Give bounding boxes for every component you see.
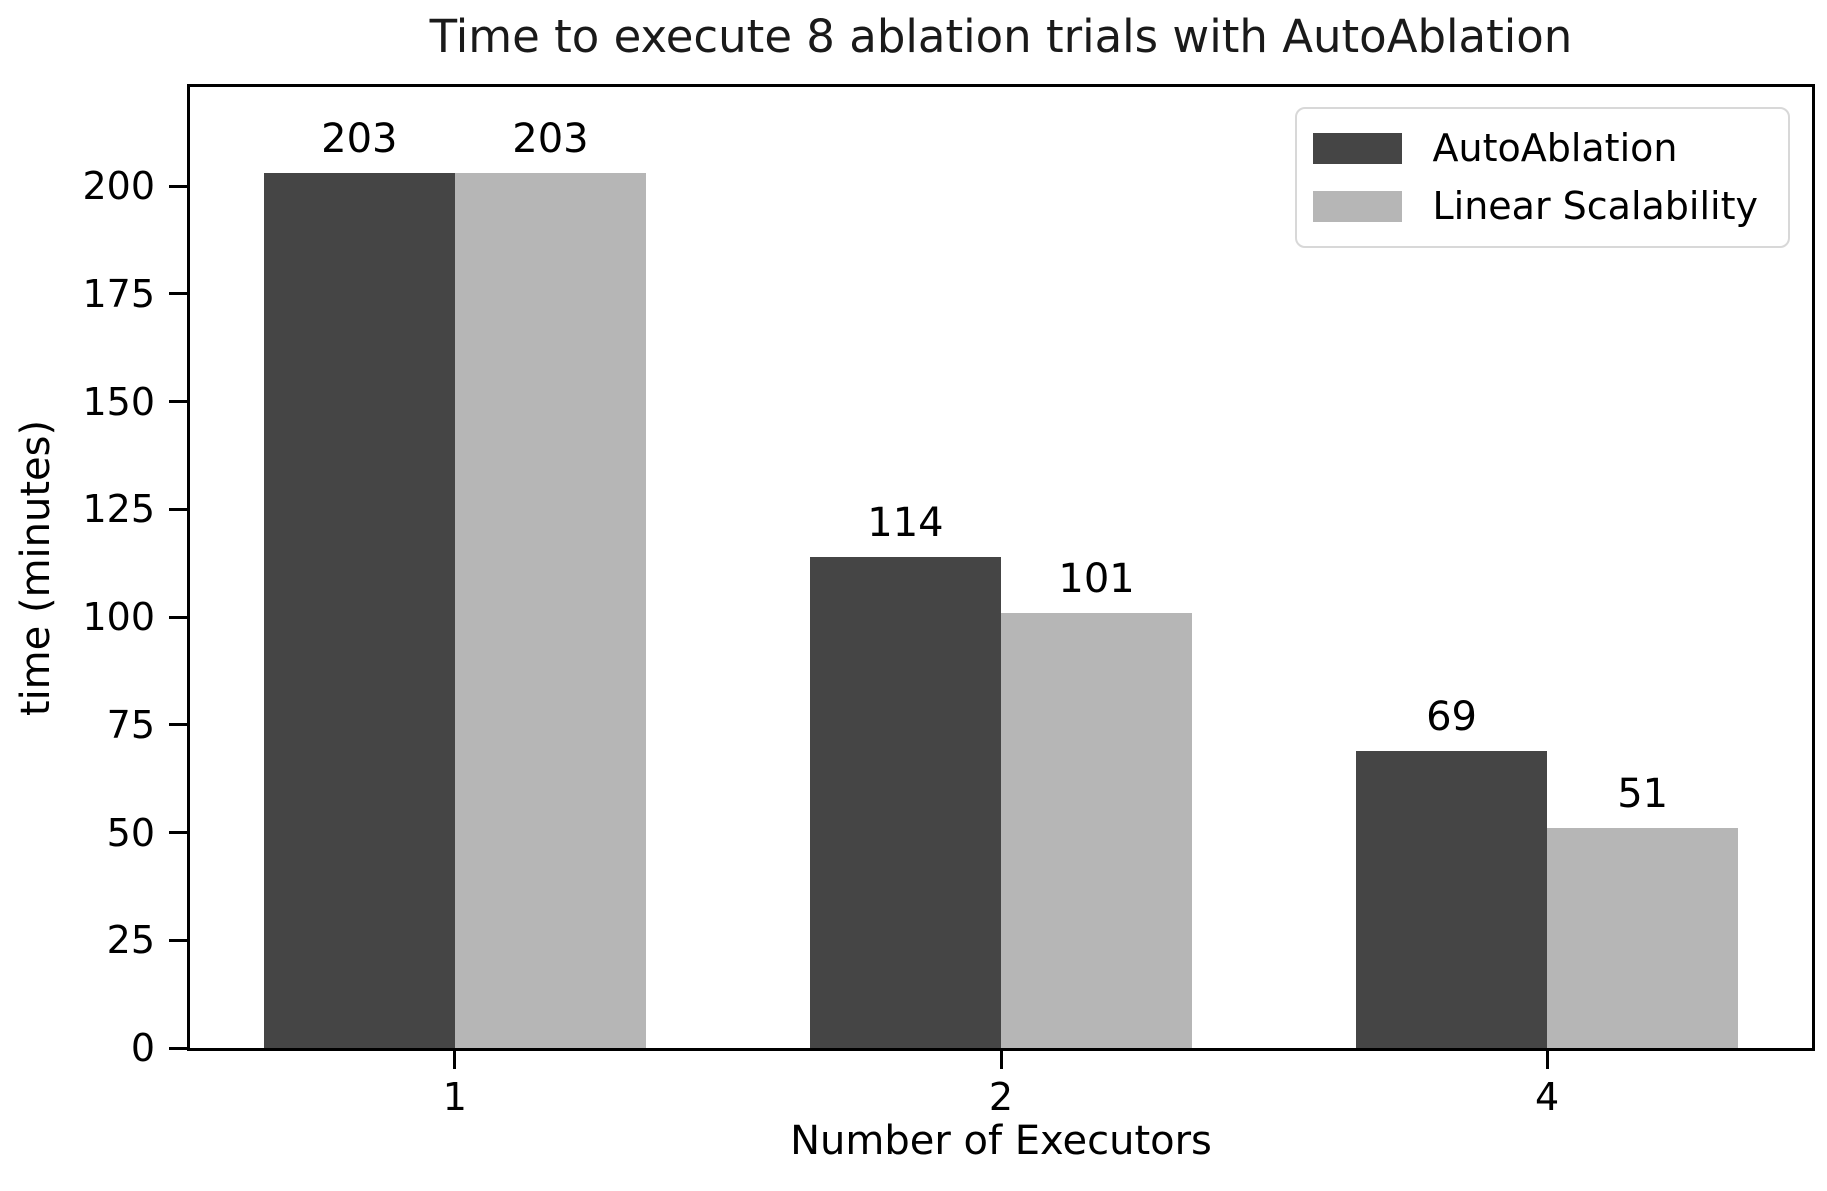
bar-linear-scalability-1 — [454, 173, 646, 1048]
legend-swatch-autoablation — [1313, 133, 1403, 165]
y-tick-mark — [169, 184, 187, 188]
y-tick-label: 25 — [106, 918, 155, 963]
x-tick-mark — [999, 1051, 1003, 1069]
x-axis-label: Number of Executors — [790, 1118, 1212, 1164]
y-tick-mark — [169, 507, 187, 511]
legend: AutoAblation Linear Scalability — [1295, 107, 1790, 249]
x-tick-label: 4 — [1535, 1075, 1560, 1119]
legend-label: AutoAblation — [1432, 126, 1678, 170]
chart-title: Time to execute 8 ablation trials with A… — [429, 10, 1573, 63]
y-axis-label: time (minutes) — [13, 419, 59, 717]
bar-value-label-linear-scalability-1: 203 — [512, 116, 589, 163]
y-tick-mark — [169, 400, 187, 404]
y-tick-label: 200 — [82, 164, 155, 209]
bar-value-label-autoablation-4: 69 — [1426, 693, 1477, 740]
bar-autoablation-4 — [1355, 750, 1548, 1048]
x-tick-mark — [453, 1051, 457, 1069]
y-tick-mark — [169, 615, 187, 619]
y-tick-label: 75 — [106, 702, 155, 747]
y-tick-mark — [169, 1046, 187, 1050]
x-tick-label: 2 — [988, 1075, 1014, 1119]
y-tick-label: 175 — [82, 271, 155, 316]
y-tick-mark — [169, 831, 187, 835]
legend-item-linear-scalability: Linear Scalability — [1313, 183, 1758, 229]
legend-label: Linear Scalability — [1432, 183, 1758, 228]
legend-item-autoablation: AutoAblation — [1313, 126, 1758, 171]
x-tick-mark — [1545, 1051, 1549, 1069]
plot-area: AutoAblation Linear Scalability 0 25 50 75 10… — [82, 84, 1815, 1116]
y-tick-label: 125 — [82, 487, 155, 532]
y-tick-mark — [169, 292, 187, 296]
bar-autoablation-1 — [263, 173, 455, 1048]
y-tick-label: 0 — [130, 1026, 155, 1070]
x-tick-label: 1 — [442, 1075, 467, 1119]
y-tick-label: 100 — [82, 595, 155, 640]
bar-value-label-linear-scalability-2: 101 — [1058, 555, 1135, 602]
bar-value-label-linear-scalability-4: 51 — [1617, 771, 1669, 818]
bar-linear-scalability-2 — [1001, 612, 1193, 1048]
bar-autoablation-2 — [809, 556, 1001, 1048]
bar-value-label-autoablation-2: 114 — [867, 499, 944, 546]
y-tick-label: 50 — [106, 810, 155, 855]
y-tick-mark — [169, 723, 187, 727]
y-tick-mark — [169, 938, 187, 942]
y-tick-label: 150 — [82, 379, 155, 424]
legend-swatch-linear-scalability — [1313, 191, 1403, 223]
bar-linear-scalability-4 — [1547, 828, 1739, 1048]
bar-value-label-autoablation-1: 203 — [321, 116, 398, 163]
